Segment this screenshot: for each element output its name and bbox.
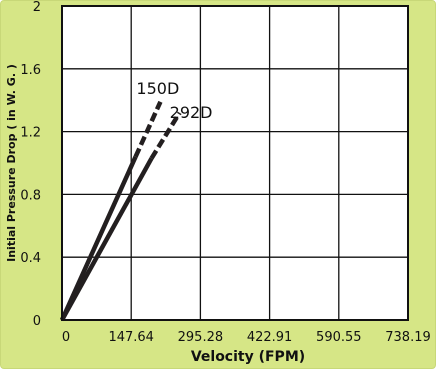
y-tick-label: 0.4 — [20, 251, 41, 266]
y-tick-labels: 0 0.4 0.8 1.2 1.6 2 — [20, 0, 41, 329]
series-292d-solid-line — [60, 157, 154, 322]
series-150d-solid-line — [59, 155, 138, 321]
y-tick-label: 0.8 — [20, 188, 41, 203]
x-axis-label: Velocity (FPM) — [191, 349, 305, 365]
series-292d-dashed-line — [149, 111, 182, 160]
y-axis-label: Initial Pressure Drop ( in W. G. ) — [5, 64, 18, 262]
x-tick-label: 147.64 — [108, 330, 154, 345]
plot-border — [61, 5, 409, 321]
y-tick-label: 0 — [33, 314, 41, 329]
x-tick-label: 738.19 — [385, 330, 431, 345]
y-tick-label: 1.6 — [20, 63, 41, 78]
x-tick-labels: 0 147.64 295.28 422.91 590.55 738.19 — [62, 330, 431, 345]
x-tick-label: 422.91 — [247, 330, 293, 345]
x-tick-label: 295.28 — [178, 330, 224, 345]
y-tick-label: 1.2 — [20, 126, 41, 141]
series-labels: 150D 292D — [136, 79, 212, 122]
series-lines — [59, 100, 182, 322]
plot-area — [62, 6, 408, 320]
y-tick-label: 2 — [33, 0, 41, 15]
series-label-292d: 292D — [170, 103, 213, 122]
x-tick-label: 590.55 — [316, 330, 362, 345]
series-label-150d: 150D — [136, 79, 179, 98]
series-150d-dashed-line — [133, 100, 163, 158]
grid-lines — [62, 6, 408, 320]
x-tick-label: 0 — [62, 330, 70, 345]
